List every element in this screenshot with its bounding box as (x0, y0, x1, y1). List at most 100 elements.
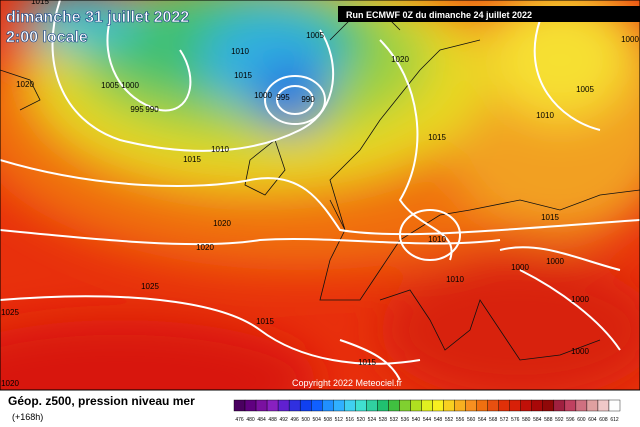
color-scale: 476 480 484 488 492 496 500 504 508 512 516 520 524 5… (233, 399, 621, 423)
scale-swatch (421, 399, 433, 412)
isobar-label: 1010 (211, 145, 229, 154)
scale-swatch (233, 399, 246, 412)
scale-label: 488 (268, 417, 277, 423)
lead-time: (+168h) (12, 412, 43, 422)
scale-label: 520 (357, 417, 366, 423)
scale-swatch (355, 399, 367, 412)
scale-swatch (344, 399, 356, 412)
scale-label: 480 (246, 417, 255, 423)
isobar-label: 1015 (256, 317, 274, 326)
scale-label: 612 (610, 417, 619, 423)
isobar-label: 1000 (571, 347, 589, 356)
scale-swatch (388, 399, 400, 412)
isobar-label: 1010 (446, 275, 464, 284)
isobar-label: 1015 (358, 358, 376, 367)
scale-label: 484 (257, 417, 266, 423)
isobar-label: 990 (301, 95, 315, 104)
scale-swatch (520, 399, 532, 412)
scale-label: 508 (324, 417, 333, 423)
isobar-label: 1020 (196, 243, 214, 252)
scale-swatch (454, 399, 466, 412)
copyright: Copyright 2022 Meteociel.fr (292, 378, 402, 388)
isobar-label: 1000 (621, 35, 639, 44)
isobar-label: 1010 (231, 47, 249, 56)
isobar-label: 1000 (571, 295, 589, 304)
scale-label: 608 (599, 417, 608, 423)
isobar-label: 995 (276, 93, 290, 102)
scale-swatch (542, 399, 555, 412)
scale-label: 592 (555, 417, 564, 423)
scale-label: 496 (290, 417, 299, 423)
scale-label: 584 (533, 417, 542, 423)
scale-swatch (531, 399, 543, 412)
scale-swatch (399, 399, 411, 412)
isobars (0, 0, 640, 381)
isobar-label: 1000 (121, 81, 139, 90)
scale-swatch (432, 399, 444, 412)
scale-label: 596 (566, 417, 575, 423)
isobar-label: 1005 (576, 85, 594, 94)
isobar-label: 1025 (1, 308, 19, 317)
scale-swatch (333, 399, 345, 412)
valid-date: dimanche 31 juillet 2022 (6, 9, 189, 26)
scale-swatch (597, 399, 610, 412)
scale-swatch (266, 399, 279, 412)
scale-label: 588 (544, 417, 553, 423)
isobar-label: 995 (130, 105, 144, 114)
scale-label: 544 (423, 417, 432, 423)
scale-swatch (366, 399, 378, 412)
scale-swatch (377, 399, 389, 412)
scale-swatch (311, 399, 323, 412)
isobar-label: 1015 (541, 213, 559, 222)
scale-label: 548 (434, 417, 443, 423)
scale-label: 568 (489, 417, 498, 423)
isobar-label: 1005 (306, 31, 324, 40)
scale-label: 524 (368, 417, 377, 423)
scale-label: 492 (279, 417, 288, 423)
scale-label: 536 (401, 417, 410, 423)
isobar-label: 1000 (254, 91, 272, 100)
scale-label: 512 (335, 417, 344, 423)
scale-label: 572 (500, 417, 509, 423)
scale-label: 564 (478, 417, 487, 423)
scale-swatch (586, 399, 599, 412)
scale-swatch (564, 399, 577, 412)
scale-label: 540 (412, 417, 421, 423)
scale-swatch (553, 399, 566, 412)
scale-swatch (322, 399, 334, 412)
scale-label: 604 (588, 417, 597, 423)
scale-swatch (299, 399, 312, 412)
isobar-label: 1015 (31, 0, 49, 6)
scale-label: 504 (313, 417, 322, 423)
isobar-label: 1020 (16, 80, 34, 89)
scale-label: 600 (577, 417, 586, 423)
scale-label: 516 (346, 417, 355, 423)
scale-swatch (575, 399, 588, 412)
scale-swatch (255, 399, 268, 412)
isobar-label: 990 (145, 105, 159, 114)
isobar-label: 1020 (391, 55, 409, 64)
scale-label: 552 (445, 417, 454, 423)
run-box (338, 6, 640, 22)
scale-swatch (487, 399, 499, 412)
scale-swatch (443, 399, 455, 412)
local-time: 2:00 locale (6, 29, 88, 46)
isobar-label: 1010 (536, 111, 554, 120)
scale-swatch (509, 399, 521, 412)
scale-swatch (244, 399, 257, 412)
isobar-label: 1020 (213, 219, 231, 228)
map-frame (0, 0, 640, 391)
isobar-label: 1015 (183, 155, 201, 164)
scale-label: 576 (511, 417, 520, 423)
isobar-label: 1000 (511, 263, 529, 272)
isobar-label: 1015 (428, 133, 446, 142)
product-title: Géop. z500, pression niveau mer (8, 394, 195, 408)
scale-swatch (410, 399, 422, 412)
scale-swatch (608, 399, 621, 412)
scale-swatch (498, 399, 510, 412)
scale-label: 528 (379, 417, 388, 423)
isobar-label: 1010 (428, 235, 446, 244)
scale-label: 532 (390, 417, 399, 423)
